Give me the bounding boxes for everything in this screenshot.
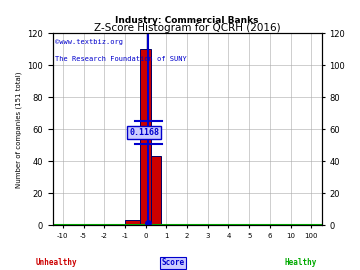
Text: 0.1168: 0.1168 — [129, 128, 159, 137]
Text: Healthy: Healthy — [284, 258, 317, 267]
Title: Z-Score Histogram for QCRH (2016): Z-Score Histogram for QCRH (2016) — [94, 23, 280, 33]
Text: The Research Foundation of SUNY: The Research Foundation of SUNY — [55, 56, 187, 62]
Bar — [140, 49, 151, 225]
Text: Industry: Commercial Banks: Industry: Commercial Banks — [115, 16, 259, 25]
Text: ©www.textbiz.org: ©www.textbiz.org — [55, 39, 123, 45]
Text: Score: Score — [161, 258, 184, 267]
Bar — [151, 156, 161, 225]
Bar — [125, 220, 146, 225]
Text: Unhealthy: Unhealthy — [36, 258, 78, 267]
Y-axis label: Number of companies (151 total): Number of companies (151 total) — [15, 71, 22, 187]
